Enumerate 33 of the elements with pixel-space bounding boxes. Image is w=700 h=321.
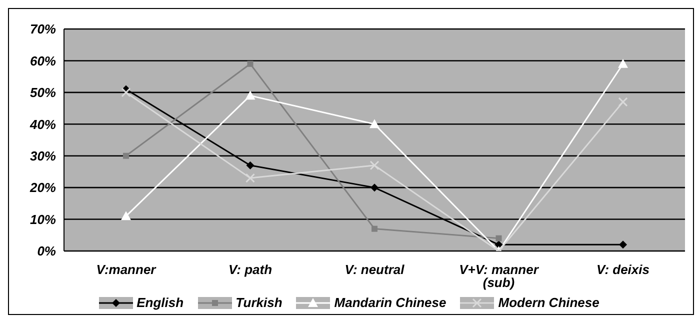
y-tick-label: 0% [37, 244, 56, 259]
point [372, 226, 378, 232]
x-tick-label: V: deixis [596, 262, 650, 278]
point [246, 173, 255, 183]
x-tick-label: V:manner [96, 262, 157, 278]
point [246, 161, 254, 170]
point [121, 211, 131, 220]
legend-label: Mandarin Chinese [334, 295, 446, 310]
x-tick-label: V: path [228, 262, 272, 278]
y-tick-label: 20% [28, 180, 56, 196]
point [618, 58, 628, 68]
y-tick-label: 40% [28, 116, 56, 132]
point [247, 60, 254, 67]
point [370, 160, 380, 170]
point [494, 240, 503, 249]
point [123, 152, 129, 159]
point [618, 97, 628, 107]
point [121, 88, 131, 98]
legend-label: English [136, 295, 184, 310]
point [619, 240, 627, 249]
y-tick-label: 60% [30, 53, 56, 68]
point [370, 119, 380, 128]
x-tick-label: V+V: manner (sub) [459, 262, 540, 290]
x-tick-label: V: neutral [344, 262, 405, 278]
point [245, 90, 256, 100]
y-tick-label: 70% [30, 22, 56, 37]
y-tick-label: 10% [30, 212, 56, 227]
legend-label: Modern Chinese [498, 295, 600, 310]
legend-label: Turkish [236, 295, 282, 310]
y-tick-label: 30% [30, 148, 56, 164]
point [370, 184, 378, 192]
point [496, 235, 502, 242]
y-tick-label: 50% [30, 85, 56, 100]
